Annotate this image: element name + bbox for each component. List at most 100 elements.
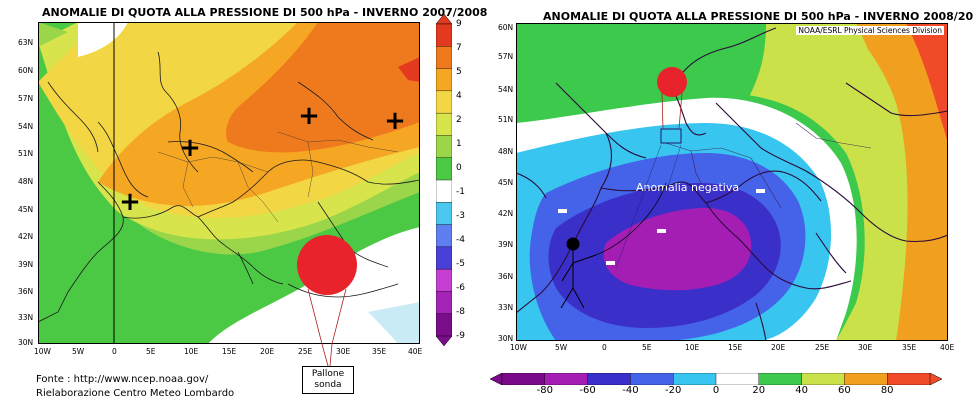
lon-label: 30E [336,347,351,356]
colorbar-swatch [435,313,453,337]
plus-marker: + [298,101,320,131]
lat-label: 36N [498,272,514,281]
lon-label: 5W [555,343,568,352]
minus-marker [756,189,765,193]
plus-marker: + [119,187,141,217]
right-map-canvas: Anomalia negativa [516,23,948,341]
balloon-marker [297,235,357,295]
lat-label: 57N [498,52,514,61]
lon-label: 25E [815,343,830,352]
colorbar-swatch [435,46,453,70]
lon-label: 5E [642,343,652,352]
colorbar-label: 0 [712,385,720,396]
lon-label: 10E [685,343,700,352]
colorbar-label: -1 [456,187,465,197]
lat-label: 51N [498,115,514,124]
band-minus-80 [603,208,752,291]
lat-label: 48N [498,147,514,156]
colorbar-swatch [435,246,453,270]
colorbar-swatch [435,135,453,159]
minus-marker [606,261,615,265]
lat-label: 33N [498,303,514,312]
lat-label: 63N [18,38,34,47]
band-7 [226,22,420,153]
lat-label: 45N [498,178,514,187]
lon-label: 40E [408,347,423,356]
callout-line-1: Pallone [311,369,345,379]
colorbar-label: 2 [456,115,462,125]
colorbar-label: 4 [456,91,462,101]
colorbar-swatch [544,372,589,386]
colorbar-cap-right [929,372,943,386]
band-40 [846,23,948,341]
balloon-strings [321,344,333,367]
minus-marker [558,209,567,213]
right-colorbar [489,370,943,386]
band-9 [398,57,420,82]
lat-label: 45N [18,205,34,214]
colorbar-label: -40 [622,385,639,396]
colorbar-swatch [435,202,453,226]
colorbar-swatch [435,179,453,203]
lat-label: 39N [18,260,34,269]
lon-label: 0 [602,343,607,352]
colorbar-cap-top [435,13,453,25]
colorbar-label: 9 [456,19,462,29]
colorbar-label: -60 [579,385,596,396]
lon-label: 0 [112,347,117,356]
data-source-credit: NOAA/ESRL Physical Sciences Division [796,26,944,35]
stick-figure [560,182,667,309]
lon-label: 40E [940,343,955,352]
lat-label: 33N [18,313,34,322]
minus-marker [657,229,666,233]
lon-label: 35E [372,347,387,356]
colorbar-label: -8 [456,307,465,317]
lat-label: 60N [498,23,514,32]
plus-marker: + [384,106,406,136]
colorbar-label: 20 [752,385,766,396]
band-60 [906,23,948,143]
colorbar-swatch [435,291,453,315]
colorbar-label: 7 [456,43,462,53]
colorbar-swatch [801,372,846,386]
lon-label: 15E [728,343,743,352]
lat-label: 48N [18,177,34,186]
colorbar-swatch [435,112,453,137]
balloon-callout: Pallone sonda [302,366,354,394]
lat-label: 42N [498,209,514,218]
balloon-marker [657,67,687,97]
lat-label: 36N [18,287,34,296]
lon-label: 35E [902,343,917,352]
lon-label: 15E [222,347,237,356]
colorbar-swatch [844,372,888,386]
lat-label: 60N [18,66,34,75]
source-line: Fonte : http://www.ncep.noaa.gov/ [36,374,209,385]
colorbar-swatch [758,372,803,386]
negative-anomaly-label: Anomalia negativa [636,181,739,194]
minus-markers [558,189,765,265]
lat-label: 42N [18,232,34,241]
colorbar-swatch [435,224,453,248]
right-colorbar-canvas [489,372,943,386]
zero-zone-north [78,22,128,57]
colorbar-label: 5 [456,67,462,77]
colorbar-label: 80 [880,385,894,396]
colorbar-swatch [501,372,546,386]
lat-label: 30N [18,338,34,347]
lon-label: 25E [298,347,313,356]
focus-box [660,128,682,144]
lon-label: 10E [184,347,199,356]
lon-label: 20E [771,343,786,352]
colorbar-label: 40 [795,385,808,396]
colorbar-swatch [715,372,760,386]
lon-label: 10W [34,347,51,356]
right-map: Anomalia negativa NOAA/ESRL Physical Sci… [516,23,948,341]
colorbar-cap-left [489,372,503,386]
lon-label: 20E [260,347,275,356]
lat-label: 54N [498,85,514,94]
colorbar-label: -80 [536,385,553,396]
callout-line-2: sonda [314,380,342,390]
colorbar-label: -9 [456,331,465,341]
colorbar-swatch [587,372,632,386]
colorbar-label: -4 [456,235,465,245]
